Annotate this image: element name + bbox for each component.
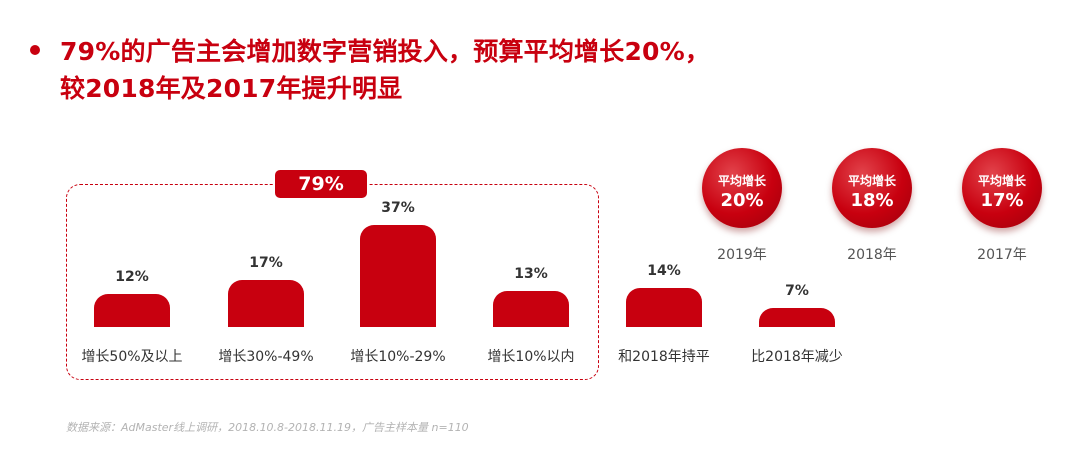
average-growth-circle: 平均增长 18%	[832, 148, 912, 228]
average-growth-value: 18%	[850, 190, 894, 211]
average-growth-label: 平均增长	[717, 174, 766, 188]
average-growth-label: 平均增长	[847, 174, 896, 188]
category-label: 增长50%及以上	[81, 349, 183, 365]
bar	[360, 225, 436, 327]
average-growth-circle: 平均增长 17%	[962, 148, 1042, 228]
average-growth-circle: 平均增长 20%	[702, 148, 782, 228]
bar-value-label: 12%	[115, 269, 149, 285]
average-growth-value: 17%	[980, 190, 1024, 211]
bar-value-label: 17%	[249, 255, 283, 271]
bar	[228, 280, 304, 327]
bar	[626, 288, 702, 327]
bar-value-label: 37%	[381, 200, 415, 216]
year-label: 2017年	[977, 247, 1027, 263]
average-growth-label: 平均增长	[977, 174, 1026, 188]
bar	[94, 294, 170, 327]
year-label: 2019年	[717, 247, 767, 263]
year-label: 2018年	[847, 247, 897, 263]
bar	[493, 291, 569, 327]
headline-line-2: 较2018年及2017年提升明显	[60, 74, 403, 103]
category-label: 增长30%-49%	[218, 349, 314, 365]
bar	[759, 308, 835, 327]
bar-value-label: 13%	[514, 266, 548, 282]
bar-value-label: 7%	[785, 283, 809, 299]
average-growth-value: 20%	[720, 190, 764, 211]
headline-line-1: 79%的广告主会增加数字营销投入，预算平均增长20%，	[60, 37, 711, 66]
category-label: 增长10%-29%	[350, 349, 446, 365]
increase-group-badge: 79%	[273, 168, 369, 200]
data-source-note: 数据来源：AdMaster线上调研，2018.10.8-2018.11.19，广…	[66, 421, 469, 434]
category-label: 和2018年持平	[618, 349, 710, 365]
bar-value-label: 14%	[647, 263, 681, 279]
bullet-dot	[30, 45, 40, 55]
category-label: 比2018年减少	[751, 349, 843, 365]
category-label: 增长10%以内	[487, 349, 575, 365]
